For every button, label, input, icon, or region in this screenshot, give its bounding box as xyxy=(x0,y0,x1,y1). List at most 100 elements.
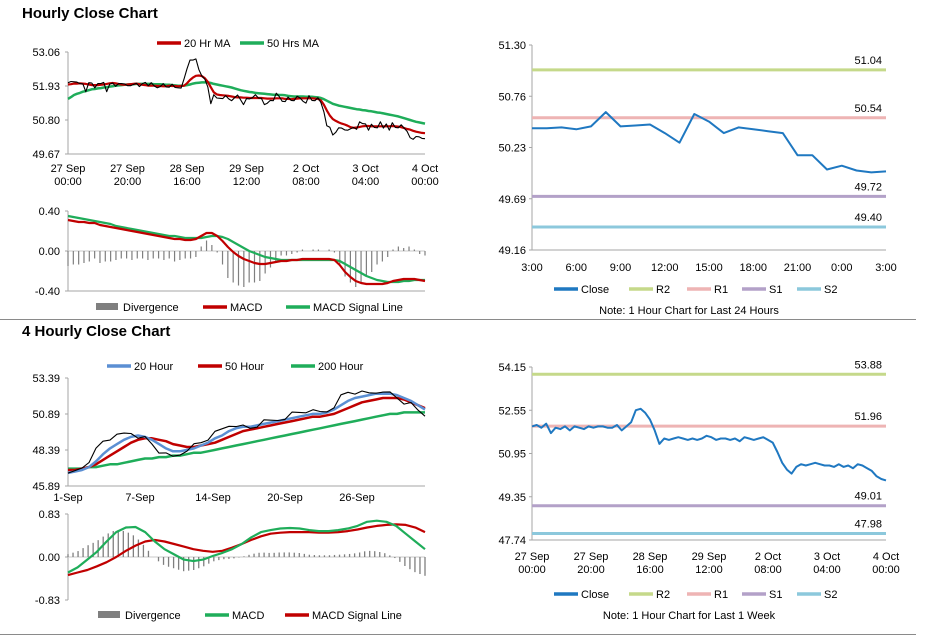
hourly-levels-x-tick: 9:00 xyxy=(610,262,631,274)
weekly-levels-x-tick-date: 27 Sep xyxy=(574,551,609,563)
hourly-price-x-tick-date: 4 Oct xyxy=(412,163,438,175)
hourly-levels-x-tick: 3:00 xyxy=(875,262,896,274)
hourly-price-x-tick-time: 12:00 xyxy=(233,176,261,188)
legend-20-hour-label: 20 Hour xyxy=(134,361,173,373)
weekly-levels-y-tick: 52.55 xyxy=(498,405,526,417)
four-hourly-macd-y-tick: -0.83 xyxy=(35,595,60,607)
hourly-price-y-tick: 49.67 xyxy=(32,149,60,161)
legend-divergence-label: Divergence xyxy=(123,302,179,314)
hourly-price-x-tick-time: 00:00 xyxy=(54,176,82,188)
hourly-macd-y-tick: 0.40 xyxy=(39,206,60,218)
hourly-price-x-tick-time: 00:00 xyxy=(411,176,439,188)
hourly-levels-r2-value: 51.04 xyxy=(854,55,882,67)
hourly-levels-y-tick: 51.30 xyxy=(498,40,526,52)
legend-50hrs-ma-label: 50 Hrs MA xyxy=(267,38,320,50)
hourly-levels-legend-r1-label: R1 xyxy=(714,284,728,296)
weekly-levels-x-tick-time: 08:00 xyxy=(754,564,782,576)
weekly-levels-r2-value: 53.88 xyxy=(854,359,882,371)
weekly-levels-y-tick: 54.15 xyxy=(498,362,526,374)
legend-4h-divergence-label: Divergence xyxy=(125,610,181,622)
weekly-levels-note: Note: 1 Hour Chart for Last 1 Week xyxy=(603,610,776,622)
hourly-levels-y-tick: 50.23 xyxy=(498,143,526,155)
legend-4h-macd-label: MACD xyxy=(232,610,264,622)
four-hourly-price-x-tick: 20-Sep xyxy=(267,492,302,504)
weekly-levels-x-tick-date: 27 Sep xyxy=(515,551,550,563)
weekly-levels-x-tick-time: 00:00 xyxy=(872,564,900,576)
weekly-levels-y-tick: 47.74 xyxy=(498,535,526,547)
hourly-price-x-tick-date: 27 Sep xyxy=(51,163,86,175)
hourly-levels-y-tick: 49.16 xyxy=(498,245,526,257)
section-divider xyxy=(0,319,916,320)
hourly-price-y-tick: 51.93 xyxy=(32,81,60,93)
hourly-macd-y-tick: 0.00 xyxy=(39,246,60,258)
hourly-price-x-tick-date: 2 Oct xyxy=(293,163,319,175)
legend-macd-signal-label: MACD Signal Line xyxy=(313,302,403,314)
weekly-levels-legend-r2-label: R2 xyxy=(656,589,670,601)
hourly-levels-legend-close-label: Close xyxy=(581,284,609,296)
legend-200-hour-label: 200 Hour xyxy=(318,361,364,373)
four-hourly-price-x-tick: 26-Sep xyxy=(339,492,374,504)
weekly-levels-x-tick-date: 28 Sep xyxy=(633,551,668,563)
weekly-levels-x-tick-time: 12:00 xyxy=(695,564,723,576)
hourly-levels-s2-value: 49.40 xyxy=(854,212,882,224)
hourly-levels-x-tick: 3:00 xyxy=(521,262,542,274)
legend-4h-macd-signal-label: MACD Signal Line xyxy=(312,610,402,622)
weekly-levels-legend-s1-label: S1 xyxy=(769,589,782,601)
weekly-levels-x-tick-date: 2 Oct xyxy=(755,551,781,563)
four-hourly-price-y-tick: 53.39 xyxy=(32,373,60,385)
four-hourly-price-y-tick: 50.89 xyxy=(32,409,60,421)
weekly-levels-x-tick-date: 29 Sep xyxy=(692,551,727,563)
hourly-levels-x-tick: 21:00 xyxy=(784,262,812,274)
weekly-levels-x-tick-time: 04:00 xyxy=(813,564,841,576)
hourly-levels-legend-s1-label: S1 xyxy=(769,284,782,296)
weekly-levels-y-tick: 50.95 xyxy=(498,449,526,461)
hourly-levels-x-tick: 12:00 xyxy=(651,262,679,274)
legend-4h-divergence-swatch xyxy=(98,611,120,618)
four-hourly-price-y-tick: 45.89 xyxy=(32,481,60,493)
hourly-levels-r1-value: 50.54 xyxy=(854,103,882,115)
hourly-close-line xyxy=(67,58,426,140)
hourly-price-y-tick: 50.80 xyxy=(32,115,60,127)
legend-macd-label: MACD xyxy=(230,302,262,314)
four-hourly-price-x-tick: 7-Sep xyxy=(125,492,154,504)
legend-50-hour-label: 50 Hour xyxy=(225,361,264,373)
hourly-price-y-tick: 53.06 xyxy=(32,47,60,59)
weekly-levels-close-line xyxy=(531,407,887,482)
hourly-price-x-tick-time: 08:00 xyxy=(292,176,320,188)
weekly-levels-x-tick-time: 16:00 xyxy=(636,564,664,576)
hourly-20hr-ma-line xyxy=(67,74,426,135)
four-hourly-price-x-tick: 1-Sep xyxy=(53,492,82,504)
hourly-levels-s1-value: 49.72 xyxy=(854,181,882,193)
four-hourly-price-x-tick: 14-Sep xyxy=(195,492,230,504)
weekly-levels-s2-value: 47.98 xyxy=(854,519,882,531)
weekly-levels-y-tick: 49.35 xyxy=(498,492,526,504)
hourly-price-x-tick-time: 20:00 xyxy=(114,176,142,188)
legend-20hr-ma-label: 20 Hr MA xyxy=(184,38,231,50)
hourly-macd-signal-line xyxy=(67,214,425,284)
four-hourly-200h-line xyxy=(68,411,425,470)
weekly-levels-r1-value: 51.96 xyxy=(854,411,882,423)
four-hourly-section-title: 4 Hourly Close Chart xyxy=(22,323,171,340)
bottom-divider xyxy=(0,634,916,635)
weekly-levels-legend-r1-label: R1 xyxy=(714,589,728,601)
weekly-levels-x-tick-time: 00:00 xyxy=(518,564,546,576)
four-hourly-50h-line xyxy=(68,396,426,472)
hourly-levels-x-tick: 15:00 xyxy=(695,262,723,274)
hourly-levels-x-tick: 6:00 xyxy=(566,262,587,274)
hourly-macd-y-tick: -0.40 xyxy=(35,286,60,298)
hourly-price-x-tick-date: 27 Sep xyxy=(110,163,145,175)
hourly-price-x-tick-date: 28 Sep xyxy=(170,163,205,175)
four-hourly-macd-line xyxy=(67,519,426,574)
four-hourly-close-line xyxy=(67,390,426,474)
hourly-price-x-tick-date: 29 Sep xyxy=(229,163,264,175)
legend-divergence-swatch xyxy=(96,303,118,310)
weekly-levels-legend-s2-label: S2 xyxy=(824,589,837,601)
hourly-levels-y-tick: 50.76 xyxy=(498,91,526,103)
hourly-levels-legend-r2-label: R2 xyxy=(656,284,670,296)
